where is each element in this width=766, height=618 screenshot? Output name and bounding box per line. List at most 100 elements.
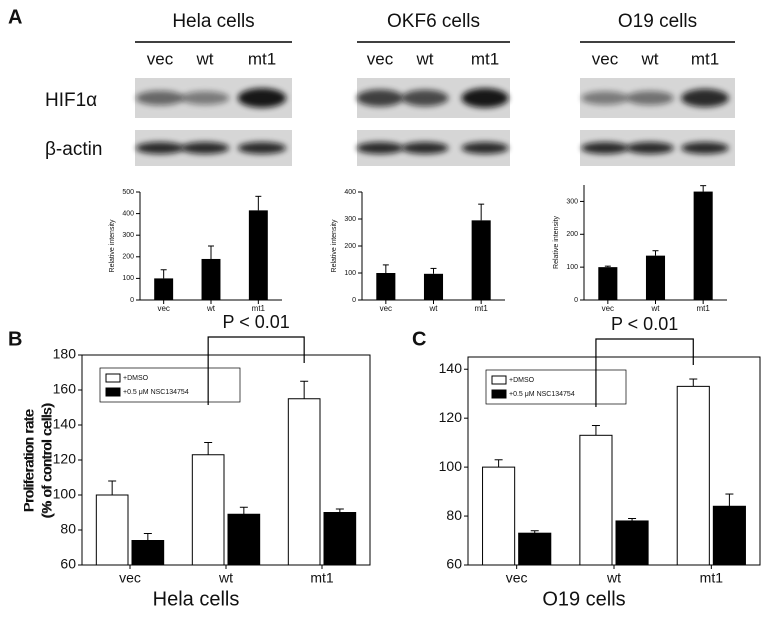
bar (598, 267, 618, 300)
error-bar (652, 250, 659, 256)
x-tick-label: wt (429, 304, 439, 313)
error-bar (108, 480, 117, 495)
legend-label: +0.5 μM NSC134754 (509, 391, 575, 398)
blot-band (581, 142, 629, 154)
y-axis-label: Relative intensity (109, 219, 116, 272)
blot-row-label: HIF1α (45, 90, 97, 111)
significance-bracket (207, 336, 305, 405)
bar (154, 278, 174, 300)
y-tick-label: 0 (352, 297, 356, 304)
lane-label: wt (641, 49, 659, 68)
error-bar (725, 493, 734, 507)
error-bar (382, 264, 389, 273)
y-tick-label: 100 (53, 486, 77, 502)
annotation: P < 0.01 (223, 312, 290, 332)
panel-label: A (8, 6, 22, 28)
x-tick-label: vec (157, 304, 169, 313)
blot-title: Hela cells (172, 11, 254, 32)
legend-label: +0.5 μM NSC134754 (123, 389, 189, 396)
y-tick-label: 80 (60, 521, 76, 537)
y-tick-label: 160 (53, 381, 77, 397)
x-axis-label: O19 cells (542, 588, 625, 610)
bar (615, 520, 649, 566)
error-bar (239, 506, 248, 515)
lane-label: vec (147, 49, 174, 68)
error-bar (255, 195, 262, 211)
bar (131, 540, 165, 566)
legend-swatch (105, 373, 121, 383)
y-tick-label: 100 (344, 270, 356, 277)
lane-label: mt1 (248, 49, 276, 68)
y-tick-label: 60 (60, 556, 76, 572)
blot-band (237, 88, 287, 108)
error-bar (300, 380, 309, 399)
bar (287, 398, 321, 566)
lane-label: vec (367, 49, 394, 68)
bar (693, 191, 713, 300)
bar (376, 273, 396, 300)
y-tick-label: 500 (122, 189, 134, 196)
blot-band (581, 91, 629, 105)
bar (645, 255, 666, 300)
x-tick-label: wt (651, 304, 661, 313)
x-tick-label: vec (119, 570, 141, 586)
lane-label: vec (592, 49, 619, 68)
y-axis-label: (% of control cells) (39, 402, 55, 517)
blot-band (356, 89, 404, 107)
lane-label: mt1 (691, 49, 719, 68)
blot-band (401, 89, 449, 107)
legend-label: +DMSO (509, 377, 535, 384)
y-tick-label: 0 (130, 297, 134, 304)
x-tick-label: mt1 (700, 570, 724, 586)
blot-band (356, 142, 404, 154)
y-axis-label: (% of control cells) (39, 403, 55, 518)
error-bar (335, 508, 344, 513)
bar (579, 434, 613, 566)
annotation: P < 0.01 (611, 314, 678, 334)
y-tick-label: 180 (53, 346, 77, 362)
legend-box (485, 369, 627, 405)
bar (676, 385, 710, 566)
error-bar (700, 185, 707, 192)
blot-band (135, 142, 185, 154)
y-tick-label: 0 (574, 297, 578, 304)
error-bar (591, 425, 600, 436)
bar (423, 273, 444, 300)
blot-band (237, 142, 287, 154)
significance-bracket (595, 338, 694, 407)
y-axis-label: Proliferation rate (21, 409, 37, 512)
y-tick-label: 200 (566, 231, 578, 238)
blot-band (681, 88, 729, 108)
bar (518, 532, 552, 566)
x-tick-label: mt1 (696, 304, 710, 313)
bar (323, 512, 357, 566)
error-bar (208, 245, 214, 259)
error-bar (604, 265, 611, 268)
x-tick-label: wt (218, 570, 233, 586)
error-bar (689, 378, 698, 387)
panel-label: B (8, 328, 22, 350)
y-tick-label: 300 (566, 198, 578, 205)
blot-band (626, 91, 674, 105)
bar (95, 494, 129, 566)
error-bar (160, 269, 167, 279)
panel-label: C (412, 328, 426, 350)
y-tick-label: 140 (439, 360, 463, 376)
y-tick-label: 400 (122, 210, 134, 217)
x-tick-label: mt1 (252, 304, 266, 313)
blot-band (401, 142, 449, 154)
x-tick-label: vec (380, 304, 392, 313)
error-bar (430, 267, 437, 274)
error-bar (143, 533, 152, 541)
lane-label: wt (416, 49, 434, 68)
y-tick-label: 60 (446, 556, 462, 572)
error-bar (628, 518, 637, 521)
x-tick-label: wt (606, 570, 621, 586)
blot-band (180, 142, 230, 154)
legend-box (99, 367, 241, 403)
blot-band (135, 90, 185, 106)
y-tick-label: 120 (439, 409, 463, 425)
y-tick-label: 300 (344, 216, 356, 223)
x-tick-label: mt1 (310, 570, 334, 586)
